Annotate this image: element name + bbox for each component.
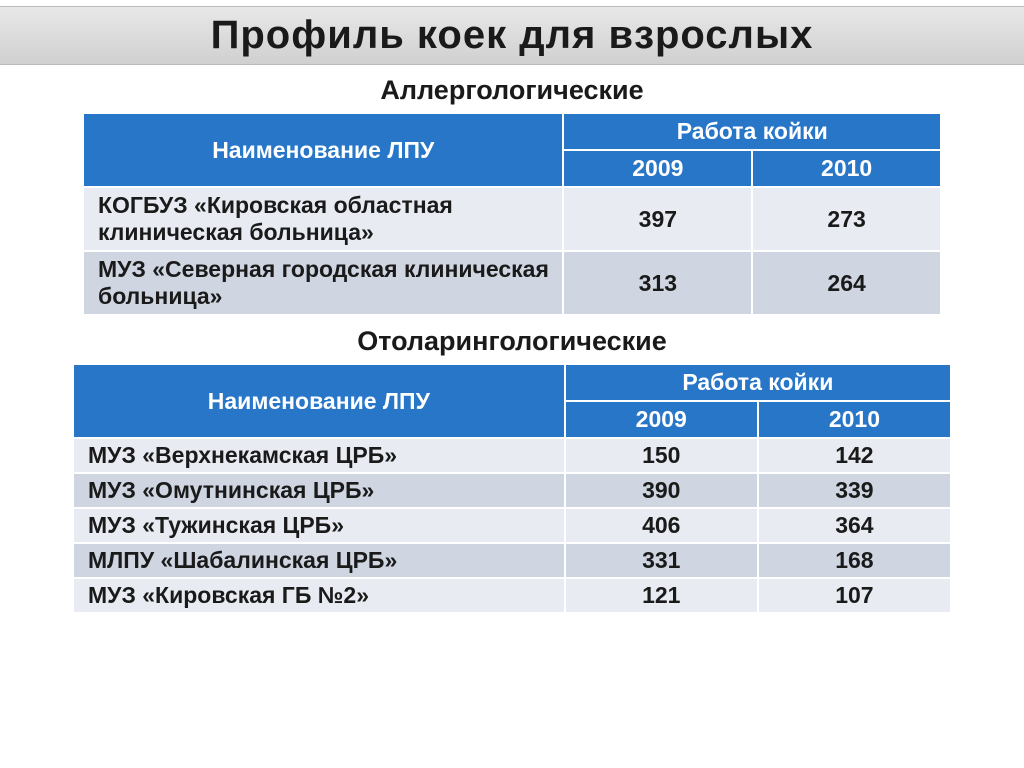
col-header-2009: 2009	[563, 150, 752, 187]
cell-2010: 142	[758, 438, 951, 473]
cell-2009: 397	[563, 187, 752, 251]
table-row: МУЗ «Верхнекамская ЦРБ» 150 142	[73, 438, 951, 473]
cell-name: КОГБУЗ «Кировская областная клиническая …	[83, 187, 563, 251]
cell-name: МЛПУ «Шабалинская ЦРБ»	[73, 543, 565, 578]
col-header-2010: 2010	[752, 150, 941, 187]
cell-2009: 406	[565, 508, 758, 543]
table-row: МУЗ «Кировская ГБ №2» 121 107	[73, 578, 951, 613]
cell-name: МУЗ «Верхнекамская ЦРБ»	[73, 438, 565, 473]
cell-2010: 264	[752, 251, 941, 315]
col-header-2009: 2009	[565, 401, 758, 438]
section-allergology: Аллергологические Наименование ЛПУ Работ…	[0, 65, 1024, 316]
col-header-group: Работа койки	[563, 113, 941, 150]
title-bar: Профиль коек для взрослых	[0, 6, 1024, 65]
table-otolaryngology: Наименование ЛПУ Работа койки 2009 2010 …	[72, 363, 952, 614]
table-row: КОГБУЗ «Кировская областная клиническая …	[83, 187, 941, 251]
col-header-group: Работа койки	[565, 364, 951, 401]
cell-2009: 313	[563, 251, 752, 315]
slide: Профиль коек для взрослых Аллергологичес…	[0, 0, 1024, 768]
cell-name: МУЗ «Тужинская ЦРБ»	[73, 508, 565, 543]
cell-name: МУЗ «Омутнинская ЦРБ»	[73, 473, 565, 508]
section-title-2: Отоларингологические	[357, 326, 667, 357]
cell-2010: 364	[758, 508, 951, 543]
col-header-name: Наименование ЛПУ	[73, 364, 565, 438]
section-title-1: Аллергологические	[380, 75, 643, 106]
slide-title: Профиль коек для взрослых	[0, 13, 1024, 58]
table-row: МУЗ «Северная городская клиническая боль…	[83, 251, 941, 315]
cell-2009: 390	[565, 473, 758, 508]
cell-name: МУЗ «Северная городская клиническая боль…	[83, 251, 563, 315]
table-row: МУЗ «Омутнинская ЦРБ» 390 339	[73, 473, 951, 508]
cell-2010: 168	[758, 543, 951, 578]
cell-name: МУЗ «Кировская ГБ №2»	[73, 578, 565, 613]
cell-2010: 107	[758, 578, 951, 613]
table-allergology: Наименование ЛПУ Работа койки 2009 2010 …	[82, 112, 942, 316]
cell-2009: 150	[565, 438, 758, 473]
table-row: МУЗ «Тужинская ЦРБ» 406 364	[73, 508, 951, 543]
section-otolaryngology: Отоларингологические Наименование ЛПУ Ра…	[0, 316, 1024, 614]
cell-2010: 339	[758, 473, 951, 508]
cell-2009: 331	[565, 543, 758, 578]
table-row: МЛПУ «Шабалинская ЦРБ» 331 168	[73, 543, 951, 578]
col-header-2010: 2010	[758, 401, 951, 438]
col-header-name: Наименование ЛПУ	[83, 113, 563, 187]
cell-2009: 121	[565, 578, 758, 613]
cell-2010: 273	[752, 187, 941, 251]
